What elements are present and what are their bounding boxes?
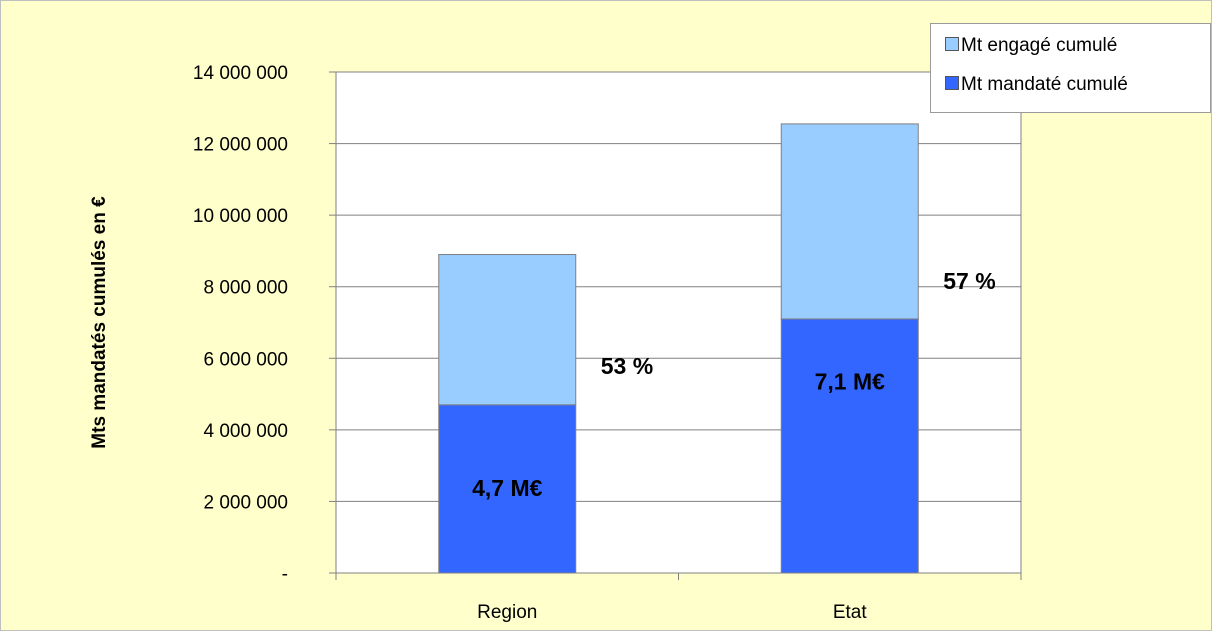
legend-item-mandate: Mt mandaté cumulé [945, 73, 1128, 97]
legend: Mt engagé cumulé Mt mandaté cumulé [930, 23, 1211, 113]
percent-label: 57 % [943, 268, 995, 294]
bar-engage-etat [780, 123, 919, 320]
legend-swatch-engage [945, 36, 959, 51]
y-tick-label: 12 000 000 [193, 135, 288, 156]
y-axis-title: Mts mandatés cumulés en € [89, 196, 110, 449]
y-tick-label: - [282, 564, 288, 585]
y-tick-label: 14 000 000 [193, 63, 288, 84]
y-tick-label: 8 000 000 [203, 278, 288, 299]
bar-value-label: 4,7 M€ [472, 475, 543, 501]
legend-label-mandate: Mt mandaté cumulé [961, 74, 1128, 95]
bar-mandate-etat [780, 318, 919, 574]
x-tick-label: Etat [833, 602, 868, 623]
percent-label: 53 % [601, 353, 653, 379]
legend-swatch-mandate [945, 75, 959, 90]
y-tick-label: 6 000 000 [203, 349, 288, 370]
bar-value-label: 7,1 M€ [815, 368, 886, 394]
y-tick-label: 4 000 000 [203, 421, 288, 442]
x-tick-label: Region [477, 602, 537, 623]
legend-item-engage: Mt engagé cumulé [945, 34, 1117, 58]
tick-labels: - 2 000 000 4 000 000 6 000 000 8 000 000 10 … [193, 63, 867, 623]
bars [438, 123, 919, 574]
legend-label-engage: Mt engagé cumulé [961, 35, 1118, 56]
y-tick-label: 10 000 000 [193, 206, 288, 227]
data-labels: 4,7 M€ 53 % 7,1 M€ 57 % [472, 268, 996, 501]
y-tick-label: 2 000 000 [203, 492, 288, 513]
bar-engage-region [438, 254, 577, 406]
